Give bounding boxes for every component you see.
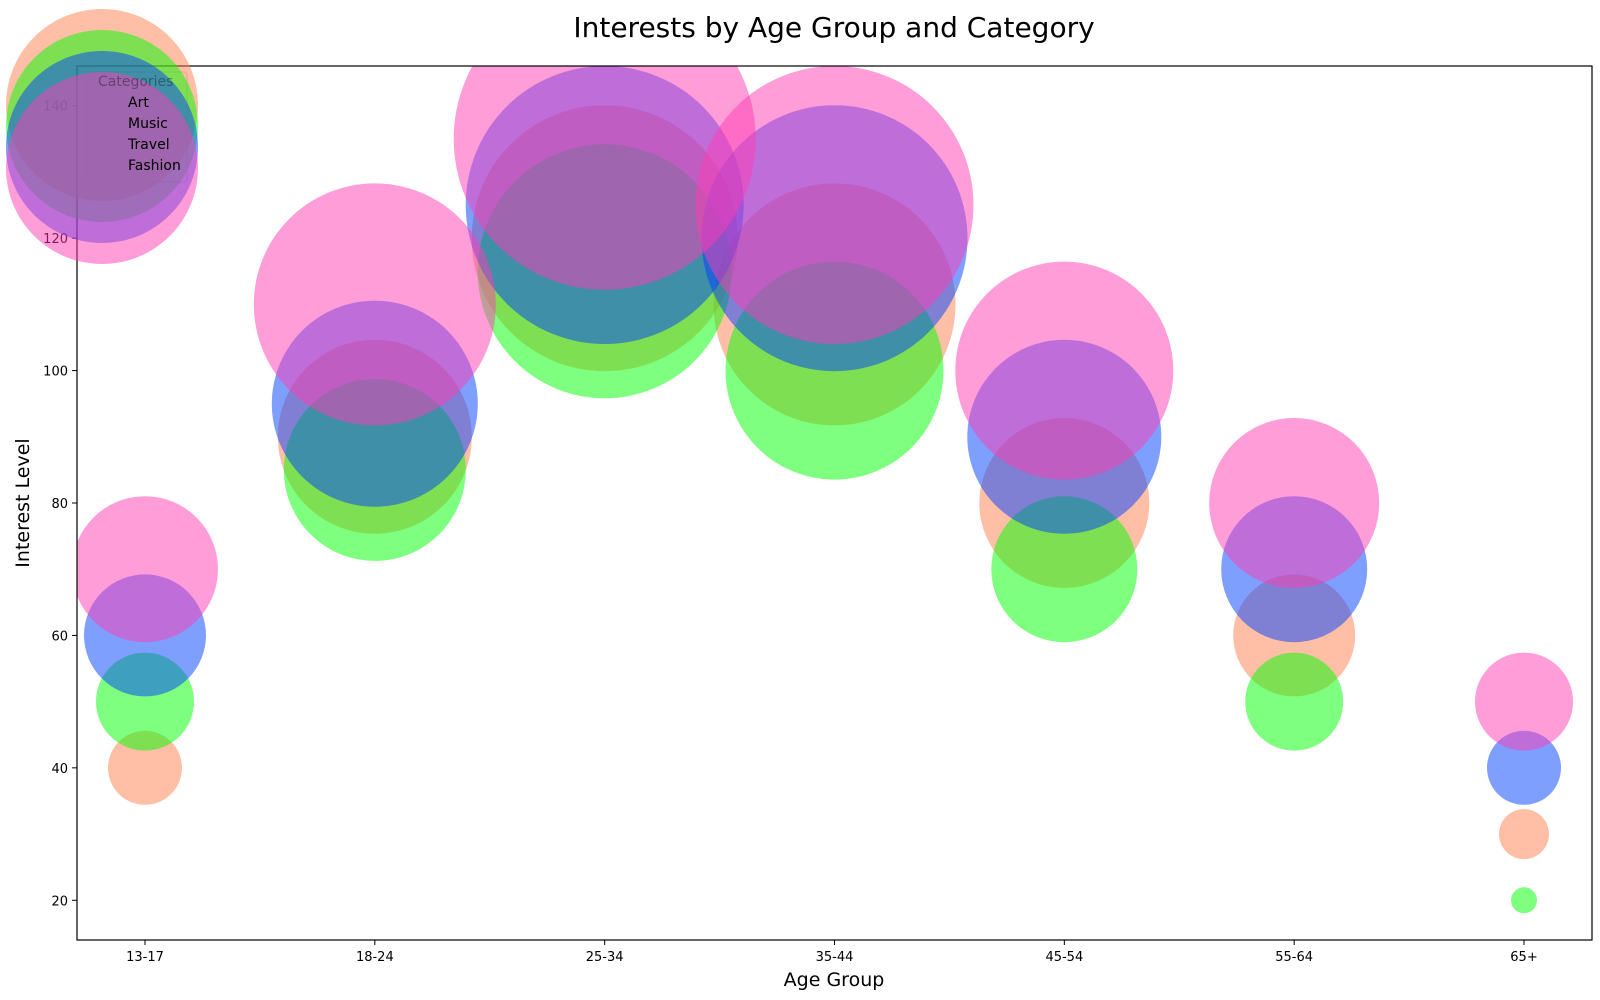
- y-tick-label: 100: [43, 365, 68, 380]
- legend-label-art: Art: [128, 95, 149, 111]
- x-tick-label: 65+: [1510, 950, 1537, 965]
- x-axis-title: Age Group: [784, 969, 885, 991]
- bubble-fashion-65+: [1475, 652, 1573, 751]
- x-tick-label: 18-24: [356, 950, 394, 965]
- y-tick-label: 20: [51, 894, 68, 909]
- legend-marker-fashion: [6, 72, 198, 264]
- plot-bubbles: [77, 66, 1573, 914]
- legend-label-fashion: Fashion: [128, 158, 181, 174]
- x-tick-label: 55-64: [1275, 950, 1313, 965]
- bubble-music-65+: [1511, 887, 1537, 914]
- bubble-art-13-17: [108, 730, 182, 805]
- x-tick-label: 13-17: [126, 950, 164, 965]
- bubble-fashion-55-64: [1209, 418, 1380, 588]
- legend-title: Categories: [98, 74, 173, 90]
- x-tick-label: 35-44: [816, 950, 854, 965]
- bubble-fashion-18-24: [253, 183, 496, 426]
- bubble-fashion-25-34: [453, 66, 756, 290]
- y-tick-label: 40: [51, 762, 68, 777]
- bubble-fashion-13-17: [77, 496, 218, 643]
- bubble-travel-65+: [1487, 730, 1561, 805]
- x-tick-label: 45-54: [1045, 950, 1083, 965]
- y-axis-title: Interest Level: [12, 438, 34, 567]
- bubble-fashion-35-44: [695, 66, 974, 344]
- chart-title: Interests by Age Group and Category: [573, 11, 1094, 44]
- legend: Categories Art Music Travel Fashion: [6, 9, 198, 264]
- y-tick-label: 80: [51, 497, 68, 512]
- legend-label-travel: Travel: [127, 137, 170, 153]
- bubble-music-55-64: [1245, 652, 1344, 751]
- x-axis: 13-17 18-24 25-34 35-44 45-54 55-64 65+: [126, 940, 1538, 965]
- legend-label-music: Music: [128, 116, 168, 132]
- bubble-fashion-45-54: [955, 261, 1174, 480]
- y-tick-label: 60: [51, 629, 68, 644]
- bubble-music-45-54: [991, 496, 1138, 643]
- bubble-art-65+: [1499, 809, 1549, 860]
- x-tick-label: 25-34: [586, 950, 624, 965]
